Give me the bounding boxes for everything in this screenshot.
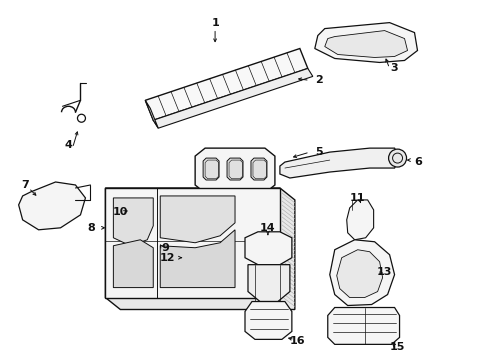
Text: 3: 3 <box>390 63 398 73</box>
Polygon shape <box>324 31 407 58</box>
Text: 10: 10 <box>112 207 128 217</box>
Polygon shape <box>113 198 153 246</box>
Polygon shape <box>247 265 289 302</box>
Text: 9: 9 <box>161 243 169 253</box>
Text: 12: 12 <box>160 253 175 263</box>
Text: 5: 5 <box>314 147 322 157</box>
Polygon shape <box>160 196 235 243</box>
Polygon shape <box>195 148 274 193</box>
Polygon shape <box>250 158 266 180</box>
Text: 13: 13 <box>376 267 391 276</box>
Polygon shape <box>329 240 394 306</box>
Polygon shape <box>203 158 219 180</box>
Polygon shape <box>327 307 399 345</box>
Polygon shape <box>279 148 399 178</box>
Polygon shape <box>346 200 373 240</box>
Text: 15: 15 <box>389 342 405 352</box>
Text: 16: 16 <box>289 336 305 346</box>
Polygon shape <box>19 182 85 230</box>
Polygon shape <box>145 49 307 120</box>
Text: 2: 2 <box>314 75 322 85</box>
Polygon shape <box>314 23 417 62</box>
Text: 14: 14 <box>260 223 275 233</box>
Circle shape <box>388 149 406 167</box>
Text: 7: 7 <box>21 180 29 190</box>
Text: 11: 11 <box>349 193 365 203</box>
Polygon shape <box>113 240 153 288</box>
Polygon shape <box>145 100 158 128</box>
Polygon shape <box>244 232 291 265</box>
Polygon shape <box>160 230 235 288</box>
Polygon shape <box>336 250 382 298</box>
Polygon shape <box>244 302 291 339</box>
Polygon shape <box>226 158 243 180</box>
Text: 1: 1 <box>211 18 219 28</box>
Text: 6: 6 <box>414 157 422 167</box>
Polygon shape <box>153 68 312 128</box>
Text: 8: 8 <box>87 223 95 233</box>
Polygon shape <box>185 248 227 268</box>
Polygon shape <box>105 188 279 298</box>
Polygon shape <box>105 188 294 310</box>
Text: 4: 4 <box>64 140 72 150</box>
